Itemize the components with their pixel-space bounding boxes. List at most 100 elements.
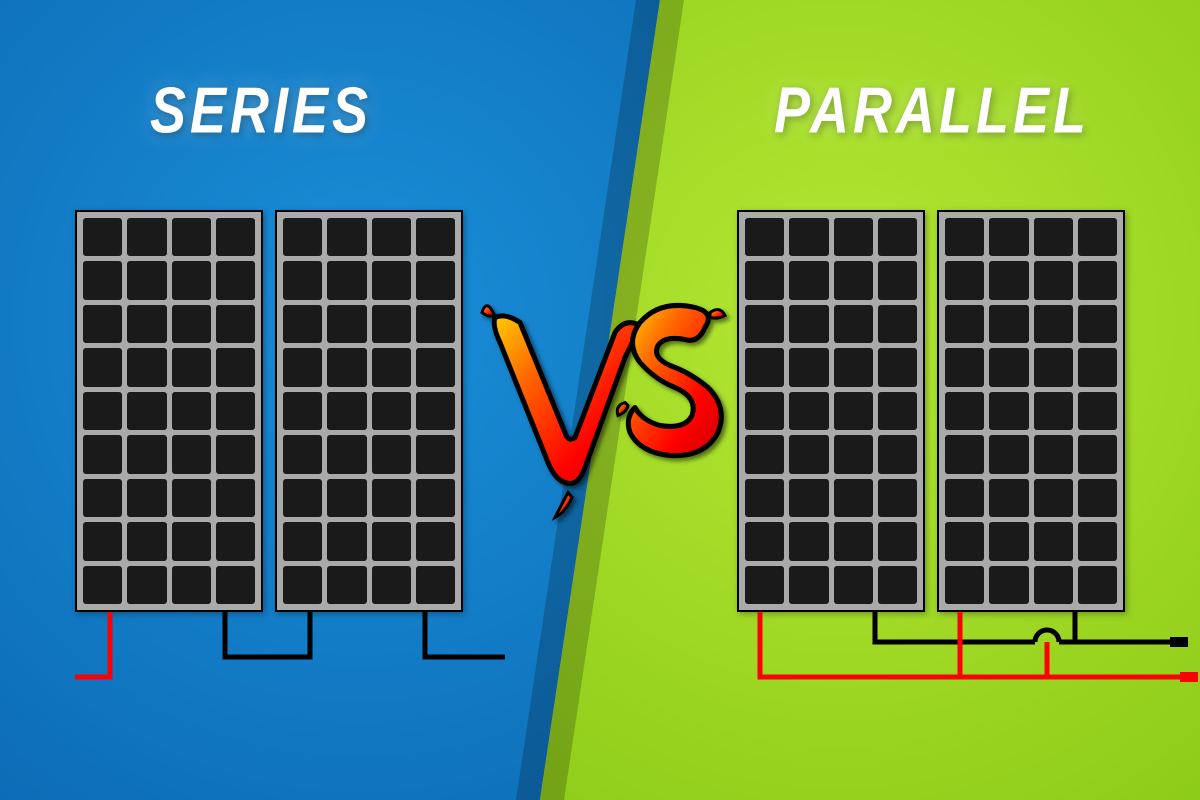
- solar-cell: [834, 392, 873, 430]
- solar-cell: [945, 522, 984, 560]
- solar-cell: [172, 218, 211, 256]
- solar-cell: [127, 348, 166, 386]
- solar-cell: [372, 566, 411, 604]
- solar-cell: [834, 218, 873, 256]
- solar-cell: [216, 305, 255, 343]
- solar-cell: [1078, 392, 1117, 430]
- solar-cell: [1034, 435, 1073, 473]
- solar-cell: [789, 261, 828, 299]
- solar-cell: [834, 479, 873, 517]
- solar-cell: [172, 305, 211, 343]
- solar-cell: [127, 261, 166, 299]
- solar-cell: [372, 479, 411, 517]
- solar-cell: [989, 392, 1028, 430]
- solar-cell: [989, 218, 1028, 256]
- solar-cell: [1078, 305, 1117, 343]
- solar-cell: [127, 435, 166, 473]
- solar-cell: [834, 305, 873, 343]
- solar-cell: [1078, 479, 1117, 517]
- vs-icon: [460, 258, 740, 538]
- solar-cell: [745, 392, 784, 430]
- solar-cell: [945, 261, 984, 299]
- solar-cell: [945, 305, 984, 343]
- solar-cell: [745, 522, 784, 560]
- solar-cell: [1034, 261, 1073, 299]
- solar-cell: [216, 218, 255, 256]
- solar-cell: [172, 479, 211, 517]
- solar-cell: [745, 305, 784, 343]
- solar-cell: [878, 305, 917, 343]
- solar-cell: [745, 435, 784, 473]
- solar-cell: [216, 522, 255, 560]
- solar-cell: [945, 348, 984, 386]
- solar-cell: [878, 566, 917, 604]
- solar-cell: [327, 261, 366, 299]
- solar-cell: [789, 348, 828, 386]
- solar-cell: [372, 522, 411, 560]
- solar-cell: [216, 479, 255, 517]
- solar-cell: [172, 261, 211, 299]
- solar-cell: [1078, 435, 1117, 473]
- solar-cell: [834, 566, 873, 604]
- solar-cell: [1034, 348, 1073, 386]
- solar-cell: [216, 392, 255, 430]
- solar-cell: [834, 435, 873, 473]
- solar-cell: [945, 479, 984, 517]
- solar-cell: [216, 348, 255, 386]
- solar-cell: [283, 392, 322, 430]
- solar-cell: [878, 218, 917, 256]
- solar-panel: [937, 210, 1125, 612]
- solar-cell: [172, 522, 211, 560]
- solar-cell: [216, 566, 255, 604]
- solar-cell: [216, 435, 255, 473]
- series-title: SERIES: [150, 74, 372, 148]
- solar-cell: [1078, 218, 1117, 256]
- solar-cell: [283, 522, 322, 560]
- series-panels: [75, 210, 463, 612]
- solar-cell: [372, 348, 411, 386]
- solar-cell: [172, 435, 211, 473]
- solar-cell: [1078, 522, 1117, 560]
- solar-cell: [172, 348, 211, 386]
- solar-cell: [83, 435, 122, 473]
- solar-cell: [327, 566, 366, 604]
- solar-cell: [83, 218, 122, 256]
- solar-cell: [127, 566, 166, 604]
- solar-cell: [789, 392, 828, 430]
- solar-cell: [172, 566, 211, 604]
- solar-cell: [83, 392, 122, 430]
- solar-cell: [416, 218, 455, 256]
- solar-cell: [127, 305, 166, 343]
- solar-cell: [789, 305, 828, 343]
- solar-cell: [989, 348, 1028, 386]
- solar-cell: [989, 435, 1028, 473]
- solar-cell: [127, 479, 166, 517]
- solar-cell: [372, 261, 411, 299]
- solar-cell: [416, 522, 455, 560]
- solar-cell: [745, 261, 784, 299]
- solar-cell: [878, 392, 917, 430]
- solar-cell: [83, 566, 122, 604]
- solar-cell: [1078, 261, 1117, 299]
- solar-panel: [75, 210, 263, 612]
- solar-cell: [127, 522, 166, 560]
- solar-cell: [327, 348, 366, 386]
- solar-cell: [789, 522, 828, 560]
- solar-panel: [737, 210, 925, 612]
- solar-cell: [1034, 522, 1073, 560]
- solar-cell: [283, 218, 322, 256]
- solar-cell: [1078, 348, 1117, 386]
- solar-cell: [878, 479, 917, 517]
- solar-cell: [416, 435, 455, 473]
- solar-cell: [216, 261, 255, 299]
- solar-cell: [283, 479, 322, 517]
- solar-cell: [1034, 305, 1073, 343]
- solar-cell: [989, 522, 1028, 560]
- solar-cell: [989, 566, 1028, 604]
- solar-cell: [327, 435, 366, 473]
- solar-cell: [372, 218, 411, 256]
- solar-cell: [127, 218, 166, 256]
- solar-cell: [878, 348, 917, 386]
- solar-cell: [745, 348, 784, 386]
- solar-cell: [416, 479, 455, 517]
